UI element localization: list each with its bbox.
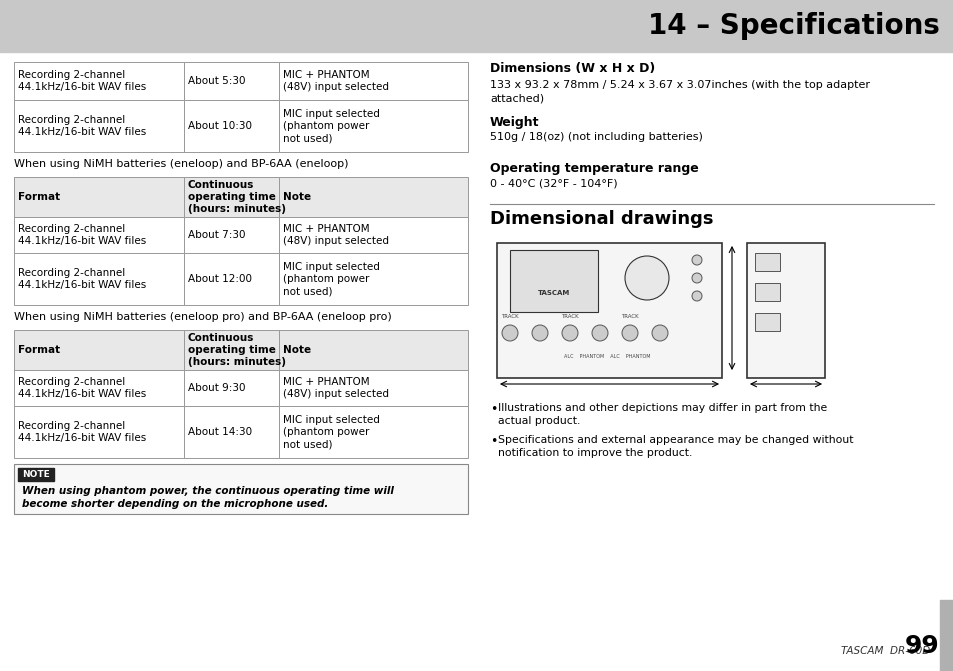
Text: Operating temperature range: Operating temperature range [490, 162, 698, 175]
Bar [278, 217, 468, 253]
Circle shape [624, 256, 668, 300]
Text: Recording 2-channel
44.1kHz/16-bit WAV files: Recording 2-channel 44.1kHz/16-bit WAV f… [18, 224, 146, 246]
Bar [278, 253, 468, 305]
Circle shape [691, 273, 701, 283]
Text: TRACK: TRACK [560, 313, 578, 319]
Text: •: • [490, 403, 497, 416]
Text: Format: Format [18, 345, 60, 355]
Bar [754, 283, 780, 301]
Bar [14, 217, 184, 253]
Text: MIC + PHANTOM
(48V) input selected: MIC + PHANTOM (48V) input selected [283, 70, 389, 92]
Bar [184, 370, 278, 406]
Bar [278, 62, 468, 100]
Bar [184, 100, 278, 152]
Text: Recording 2-channel
44.1kHz/16-bit WAV files: Recording 2-channel 44.1kHz/16-bit WAV f… [18, 268, 146, 290]
Text: TASCAM  DR-60D: TASCAM DR-60D [840, 646, 929, 656]
Text: NOTE: NOTE [22, 470, 50, 479]
Bar [184, 217, 278, 253]
Text: When using phantom power, the continuous operating time will
become shorter depe: When using phantom power, the continuous… [22, 486, 394, 509]
Text: 99: 99 [904, 634, 939, 658]
Text: Continuous
operating time
(hours: minutes): Continuous operating time (hours: minute… [188, 180, 286, 215]
Text: MIC + PHANTOM
(48V) input selected: MIC + PHANTOM (48V) input selected [283, 377, 389, 399]
Text: Format: Format [18, 192, 60, 202]
Circle shape [651, 325, 667, 341]
Text: When using NiMH batteries (eneloop pro) and BP-6AA (eneloop pro): When using NiMH batteries (eneloop pro) … [14, 312, 392, 322]
Text: Specifications and external appearance may be changed without
notification to im: Specifications and external appearance m… [497, 435, 853, 458]
Circle shape [561, 325, 578, 341]
Text: About 14:30: About 14:30 [188, 427, 252, 437]
Text: TASCAM: TASCAM [537, 290, 570, 296]
Bar [18, 468, 54, 481]
Circle shape [592, 325, 607, 341]
Bar [184, 330, 278, 370]
Bar [14, 406, 184, 458]
Text: 0 - 40°C (32°F - 104°F): 0 - 40°C (32°F - 104°F) [490, 178, 617, 188]
Text: About 9:30: About 9:30 [188, 383, 245, 393]
Bar [278, 370, 468, 406]
Text: Dimensional drawings: Dimensional drawings [490, 210, 713, 228]
Bar [14, 62, 184, 100]
Circle shape [532, 325, 547, 341]
Text: MIC input selected
(phantom power
not used): MIC input selected (phantom power not us… [283, 109, 379, 144]
Text: •: • [490, 435, 497, 448]
Text: Recording 2-channel
44.1kHz/16-bit WAV files: Recording 2-channel 44.1kHz/16-bit WAV f… [18, 115, 146, 137]
Bar [184, 406, 278, 458]
Bar [754, 313, 780, 331]
Circle shape [501, 325, 517, 341]
Text: About 5:30: About 5:30 [188, 76, 245, 86]
Bar [14, 370, 184, 406]
Bar [746, 243, 824, 378]
Text: About 12:00: About 12:00 [188, 274, 252, 284]
Text: TRACK: TRACK [500, 313, 518, 319]
Bar [0, 0, 953, 52]
Bar [278, 406, 468, 458]
Text: Recording 2-channel
44.1kHz/16-bit WAV files: Recording 2-channel 44.1kHz/16-bit WAV f… [18, 377, 146, 399]
Text: 510g / 18(oz) (not including batteries): 510g / 18(oz) (not including batteries) [490, 132, 702, 142]
Text: MIC input selected
(phantom power
not used): MIC input selected (phantom power not us… [283, 262, 379, 297]
Circle shape [691, 291, 701, 301]
Bar [278, 330, 468, 370]
Text: Note: Note [283, 345, 311, 355]
Text: When using NiMH batteries (eneloop) and BP-6AA (eneloop): When using NiMH batteries (eneloop) and … [14, 159, 348, 169]
Circle shape [621, 325, 638, 341]
Bar [278, 100, 468, 152]
Text: MIC input selected
(phantom power
not used): MIC input selected (phantom power not us… [283, 415, 379, 450]
Text: About 10:30: About 10:30 [188, 121, 252, 131]
Text: Recording 2-channel
44.1kHz/16-bit WAV files: Recording 2-channel 44.1kHz/16-bit WAV f… [18, 421, 146, 444]
Bar [939, 600, 953, 671]
Bar [754, 253, 780, 271]
Text: 14 – Specifications: 14 – Specifications [647, 12, 939, 40]
Text: Recording 2-channel
44.1kHz/16-bit WAV files: Recording 2-channel 44.1kHz/16-bit WAV f… [18, 70, 146, 92]
Bar [14, 100, 184, 152]
Bar [14, 330, 184, 370]
Text: Note: Note [283, 192, 311, 202]
Text: Illustrations and other depictions may differ in part from the
actual product.: Illustrations and other depictions may d… [497, 403, 826, 426]
Circle shape [691, 255, 701, 265]
Bar [14, 253, 184, 305]
Text: ALC    PHANTOM    ALC    PHANTOM: ALC PHANTOM ALC PHANTOM [563, 354, 650, 358]
Bar [497, 243, 721, 378]
Bar [184, 177, 278, 217]
Text: Weight: Weight [490, 116, 539, 129]
Text: About 7:30: About 7:30 [188, 230, 245, 240]
Text: Continuous
operating time
(hours: minutes): Continuous operating time (hours: minute… [188, 333, 286, 368]
Text: TRACK: TRACK [620, 313, 639, 319]
Bar [14, 464, 468, 514]
Bar [184, 62, 278, 100]
Text: MIC + PHANTOM
(48V) input selected: MIC + PHANTOM (48V) input selected [283, 224, 389, 246]
Bar [14, 177, 184, 217]
Text: 133 x 93.2 x 78mm / 5.24 x 3.67 x 3.07inches (with the top adapter
attached): 133 x 93.2 x 78mm / 5.24 x 3.67 x 3.07in… [490, 80, 869, 103]
Bar [184, 253, 278, 305]
Bar [510, 250, 598, 312]
Bar [278, 177, 468, 217]
Text: Dimensions (W x H x D): Dimensions (W x H x D) [490, 62, 655, 75]
